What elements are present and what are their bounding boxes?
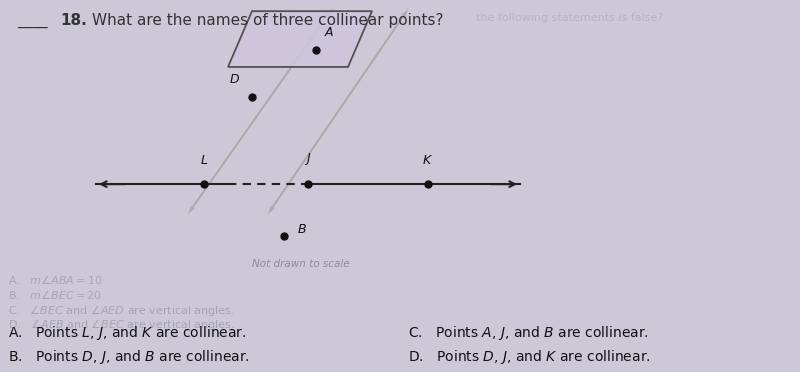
- Polygon shape: [228, 11, 372, 67]
- Text: C.   $\angle BEC$ and $\angle AED$ are vertical angles.: C. $\angle BEC$ and $\angle AED$ are ver…: [8, 303, 235, 318]
- Text: 18.: 18.: [60, 13, 86, 28]
- Text: A.   Points $L$, $J$, and $K$ are collinear.: A. Points $L$, $J$, and $K$ are collinea…: [8, 324, 246, 341]
- Text: the following statements is false?: the following statements is false?: [476, 13, 663, 23]
- Text: $J$: $J$: [304, 151, 312, 167]
- Text: What are the names of three collinear points?: What are the names of three collinear po…: [92, 13, 443, 28]
- Text: $K$: $K$: [422, 154, 434, 167]
- Text: ____: ____: [18, 13, 48, 28]
- Text: D.   $\angle AEB$ and $\angle BEC$ are vertical angles.: D. $\angle AEB$ and $\angle BEC$ are ver…: [8, 317, 234, 332]
- Text: C.   Points $A$, $J$, and $B$ are collinear.: C. Points $A$, $J$, and $B$ are collinea…: [408, 324, 649, 341]
- Text: $D$: $D$: [229, 73, 240, 86]
- Text: $A$: $A$: [324, 26, 334, 39]
- Text: B.   $m\angle BEC = 20$: B. $m\angle BEC = 20$: [8, 288, 102, 301]
- Text: $L$: $L$: [200, 154, 208, 167]
- Text: Not drawn to scale: Not drawn to scale: [252, 259, 350, 269]
- Text: A.   $m\angle ABA = 10$: A. $m\angle ABA = 10$: [8, 273, 102, 286]
- Text: $B$: $B$: [297, 223, 306, 236]
- Text: B.   Points $D$, $J$, and $B$ are collinear.: B. Points $D$, $J$, and $B$ are collinea…: [8, 348, 250, 366]
- Text: D.   Points $D$, $J$, and $K$ are collinear.: D. Points $D$, $J$, and $K$ are collinea…: [408, 348, 650, 366]
